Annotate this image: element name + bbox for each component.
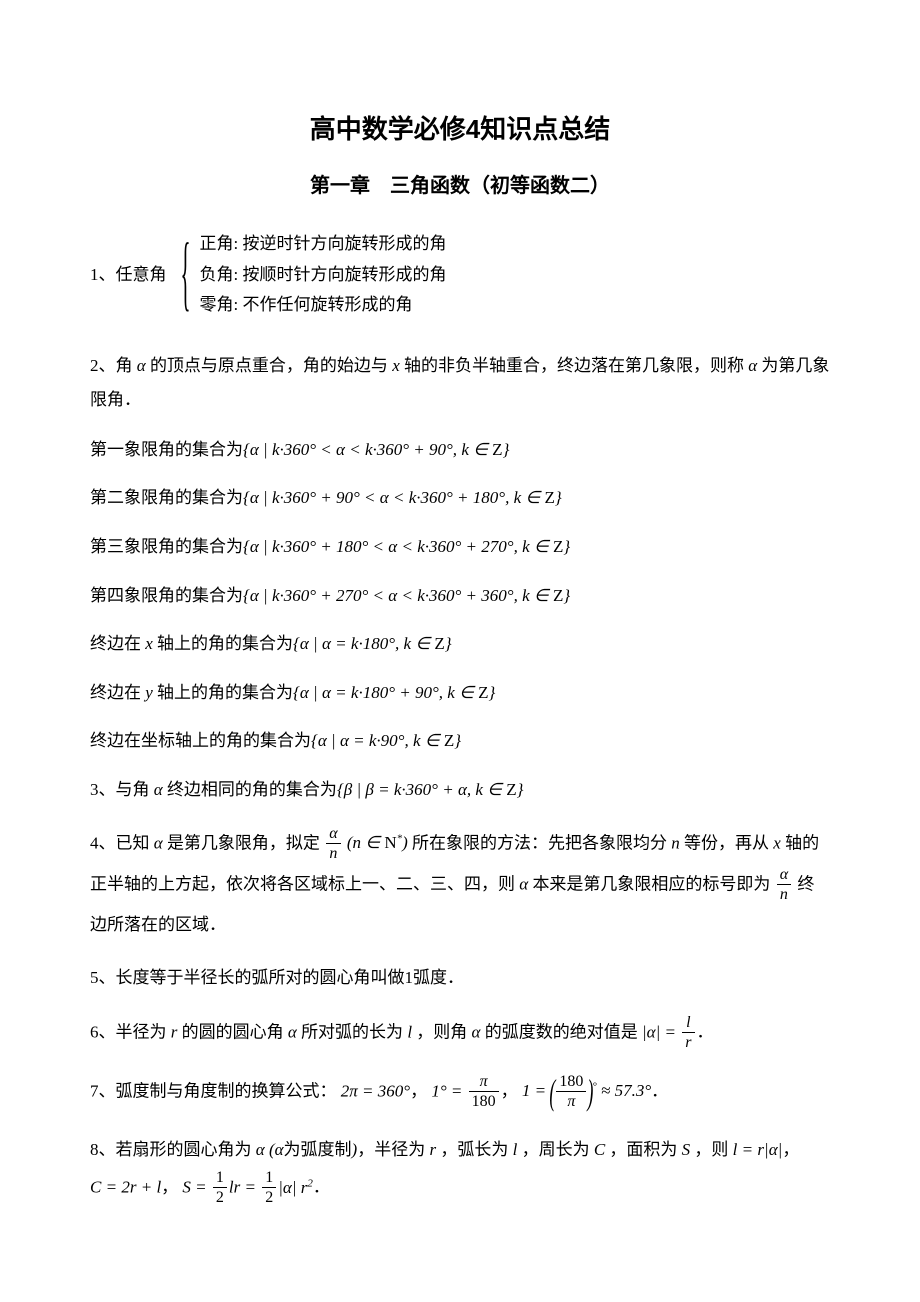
item-6: 6、半径为 r 的圆的圆心角 α 所对弧的长为 l ，则角 α 的弧度数的绝对值…	[90, 1013, 830, 1054]
frac-half-2: 12	[262, 1168, 276, 1209]
quadrant-4-set: 第四象限角的集合为{α | k·360° + 270° < α < k·360°…	[90, 581, 830, 612]
q3-label: 第三象限角的集合为	[90, 537, 243, 556]
item-1: 1、任意角 { 正角: 按逆时针方向旋转形成的角 负角: 按顺时针方向旋转形成的…	[90, 229, 830, 321]
coord-axis-set: 终边在坐标轴上的角的集合为{α | α = k·90°, k ∈ Z}	[90, 726, 830, 757]
page-title: 高中数学必修4知识点总结	[90, 110, 830, 149]
x-axis-set: 终边在 x 轴上的角的集合为{α | α = k·180°, k ∈ Z}	[90, 629, 830, 660]
frac-half-1: 12	[213, 1168, 227, 1209]
chapter-title: 第一章 三角函数（初等函数二）	[90, 171, 830, 201]
frac-pi-180: π180	[469, 1072, 499, 1113]
item-3: 3、与角 α 终边相同的角的集合为{β | β = k·360° + α, k …	[90, 775, 830, 806]
frac-180-pi: 180π	[556, 1072, 586, 1113]
frac-alpha-n-2: αn	[777, 865, 791, 906]
quadrant-2-set: 第二象限角的集合为{α | k·360° + 90° < α < k·360° …	[90, 483, 830, 514]
item-1-case-1: 正角: 按逆时针方向旋转形成的角	[199, 229, 446, 260]
frac-l-r: lr	[682, 1013, 694, 1054]
coord-label: 终边在坐标轴上的角的集合为	[90, 731, 311, 750]
item-2: 2、角 α 的顶点与原点重合，角的始边与 x 轴的非负半轴重合，终边落在第几象限…	[90, 349, 830, 417]
frac-alpha-n-1: αn	[326, 824, 340, 865]
item-1-head: 1、任意角	[90, 262, 171, 288]
item-4: 4、已知 α 是第几象限角，拟定 αn (n ∈ N*) 所在象限的方法：先把各…	[90, 824, 830, 943]
item-8: 8、若扇形的圆心角为 α (α为弧度制)，半径为 r ，弧长为 l ，周长为 C…	[90, 1131, 830, 1209]
q4-label: 第四象限角的集合为	[90, 586, 243, 605]
left-brace-icon: {	[180, 233, 190, 316]
item-5: 5、长度等于半径长的弧所对的圆心角叫做1弧度．	[90, 961, 830, 995]
quadrant-1-set: 第一象限角的集合为{α | k·360° < α < k·360° + 90°,…	[90, 435, 830, 466]
item-1-cases: 正角: 按逆时针方向旋转形成的角 负角: 按顺时针方向旋转形成的角 零角: 不作…	[199, 229, 446, 321]
item-1-case-2: 负角: 按顺时针方向旋转形成的角	[199, 260, 446, 291]
y-axis-set: 终边在 y 轴上的角的集合为{α | α = k·180° + 90°, k ∈…	[90, 678, 830, 709]
item-7-text: 7、弧度制与角度制的换算公式：	[90, 1081, 337, 1100]
item-7: 7、弧度制与角度制的换算公式： 2π = 360°， 1° = π180， 1 …	[90, 1072, 830, 1113]
q1-label: 第一象限角的集合为	[90, 440, 243, 459]
quadrant-3-set: 第三象限角的集合为{α | k·360° + 180° < α < k·360°…	[90, 532, 830, 563]
item-1-case-3: 零角: 不作任何旋转形成的角	[199, 290, 446, 321]
q2-label: 第二象限角的集合为	[90, 488, 243, 507]
